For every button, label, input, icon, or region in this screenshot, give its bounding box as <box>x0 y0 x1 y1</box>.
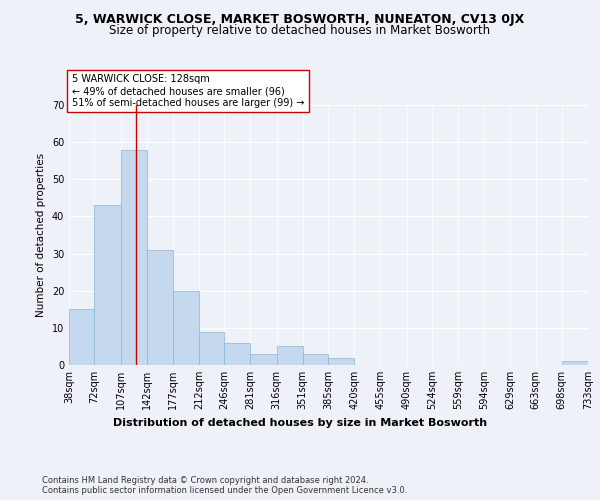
Bar <box>277 346 303 365</box>
Bar <box>94 206 121 365</box>
Text: Distribution of detached houses by size in Market Bosworth: Distribution of detached houses by size … <box>113 418 487 428</box>
Bar <box>69 310 94 365</box>
Bar <box>328 358 354 365</box>
Bar <box>303 354 328 365</box>
Bar <box>562 362 588 365</box>
Bar <box>146 250 173 365</box>
Bar <box>199 332 224 365</box>
Text: 5 WARWICK CLOSE: 128sqm
← 49% of detached houses are smaller (96)
51% of semi-de: 5 WARWICK CLOSE: 128sqm ← 49% of detache… <box>71 74 304 108</box>
Bar <box>173 290 199 365</box>
Text: 5, WARWICK CLOSE, MARKET BOSWORTH, NUNEATON, CV13 0JX: 5, WARWICK CLOSE, MARKET BOSWORTH, NUNEA… <box>76 12 524 26</box>
Bar <box>121 150 146 365</box>
Y-axis label: Number of detached properties: Number of detached properties <box>36 153 46 317</box>
Text: Size of property relative to detached houses in Market Bosworth: Size of property relative to detached ho… <box>109 24 491 37</box>
Bar <box>250 354 277 365</box>
Bar <box>224 342 250 365</box>
Text: Contains HM Land Registry data © Crown copyright and database right 2024.
Contai: Contains HM Land Registry data © Crown c… <box>42 476 407 495</box>
